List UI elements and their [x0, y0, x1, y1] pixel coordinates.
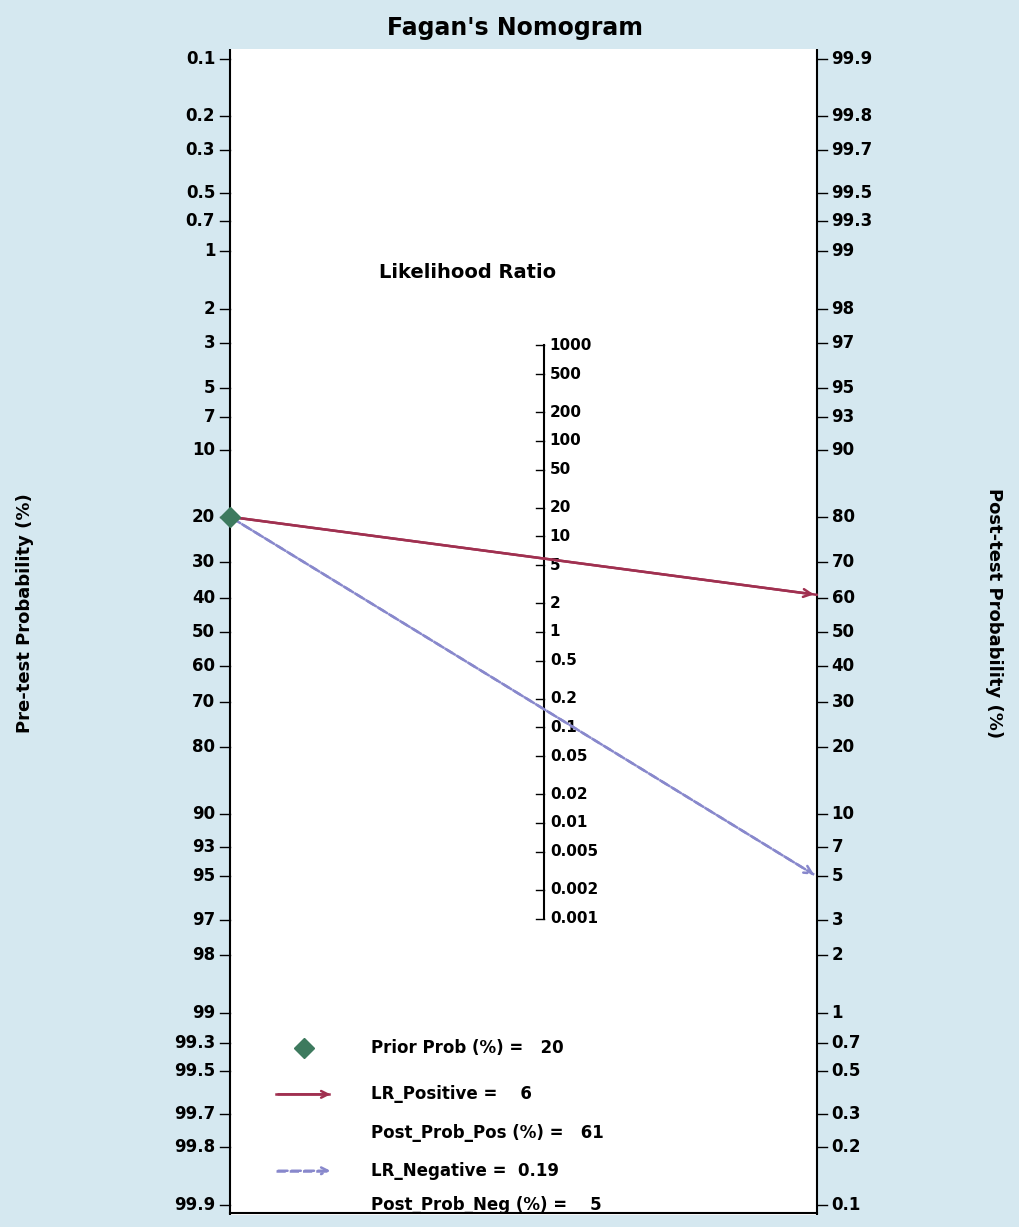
Text: 7: 7 — [204, 409, 215, 426]
Text: 100: 100 — [549, 433, 581, 448]
Text: LR_Positive =    6: LR_Positive = 6 — [370, 1086, 531, 1103]
Text: 0.3: 0.3 — [830, 1104, 860, 1123]
Text: 2: 2 — [204, 299, 215, 318]
Text: 20: 20 — [830, 737, 854, 756]
Text: 0.2: 0.2 — [830, 1139, 860, 1157]
Text: Post-test Probability (%): Post-test Probability (%) — [984, 488, 1003, 739]
Text: 500: 500 — [549, 367, 581, 382]
Title: Fagan's Nomogram: Fagan's Nomogram — [387, 16, 642, 40]
Text: 50: 50 — [549, 463, 571, 477]
Text: 99.9: 99.9 — [174, 1196, 215, 1214]
Text: 3: 3 — [830, 912, 843, 929]
Text: 20: 20 — [549, 501, 571, 515]
Text: 0.7: 0.7 — [185, 212, 215, 229]
Text: Prior Prob (%) =   20: Prior Prob (%) = 20 — [370, 1039, 562, 1058]
Text: 99.8: 99.8 — [174, 1139, 215, 1157]
Text: Post_Prob_Pos (%) =   61: Post_Prob_Pos (%) = 61 — [370, 1124, 602, 1141]
Text: 50: 50 — [830, 623, 854, 640]
Text: 1: 1 — [830, 1004, 843, 1022]
Text: 93: 93 — [192, 838, 215, 855]
Text: 0.1: 0.1 — [830, 1196, 860, 1214]
Text: 99.5: 99.5 — [174, 1063, 215, 1080]
Text: 98: 98 — [830, 299, 854, 318]
Text: 60: 60 — [830, 589, 854, 607]
Text: 99.9: 99.9 — [830, 50, 872, 67]
Text: 30: 30 — [830, 693, 854, 712]
Text: 70: 70 — [192, 693, 215, 712]
Text: 90: 90 — [830, 440, 854, 459]
Text: 90: 90 — [192, 805, 215, 823]
Text: 50: 50 — [192, 623, 215, 640]
Text: LR_Negative =  0.19: LR_Negative = 0.19 — [370, 1162, 558, 1180]
Text: 99.8: 99.8 — [830, 107, 872, 125]
Text: 95: 95 — [192, 867, 215, 885]
Text: 40: 40 — [830, 656, 854, 675]
Text: 97: 97 — [192, 912, 215, 929]
Text: 2: 2 — [549, 595, 560, 611]
Bar — [230, 49, 816, 1215]
Text: 1000: 1000 — [549, 337, 592, 353]
Text: 1: 1 — [204, 242, 215, 260]
Text: 0.2: 0.2 — [549, 691, 576, 707]
Text: 2: 2 — [830, 946, 843, 964]
Text: 0.5: 0.5 — [185, 184, 215, 201]
Text: 0.2: 0.2 — [185, 107, 215, 125]
Text: 0.7: 0.7 — [830, 1034, 860, 1052]
Text: 0.5: 0.5 — [830, 1063, 860, 1080]
Text: 97: 97 — [830, 335, 854, 352]
Text: 10: 10 — [830, 805, 854, 823]
Text: 3: 3 — [204, 335, 215, 352]
Text: 0.005: 0.005 — [549, 844, 597, 859]
Text: Post_Prob_Neg (%) =    5: Post_Prob_Neg (%) = 5 — [370, 1196, 600, 1215]
Text: 99: 99 — [192, 1004, 215, 1022]
Text: 200: 200 — [549, 405, 581, 420]
Text: 40: 40 — [192, 589, 215, 607]
Text: 80: 80 — [830, 508, 854, 526]
Text: 10: 10 — [192, 440, 215, 459]
Text: 0.01: 0.01 — [549, 816, 587, 831]
Text: 5: 5 — [204, 379, 215, 396]
Text: 7: 7 — [830, 838, 843, 855]
Text: 5: 5 — [549, 557, 559, 573]
Text: 0.1: 0.1 — [549, 720, 576, 735]
Text: 99.7: 99.7 — [830, 141, 872, 160]
Text: 99: 99 — [830, 242, 854, 260]
Text: 20: 20 — [192, 508, 215, 526]
Text: 0.05: 0.05 — [549, 748, 587, 763]
Text: 99.3: 99.3 — [830, 212, 872, 229]
Text: 0.02: 0.02 — [549, 787, 587, 801]
Text: 95: 95 — [830, 379, 854, 396]
Text: 70: 70 — [830, 552, 854, 571]
Text: 30: 30 — [192, 552, 215, 571]
Text: 0.5: 0.5 — [549, 653, 576, 669]
Text: 99.5: 99.5 — [830, 184, 872, 201]
Text: 1: 1 — [549, 625, 559, 639]
Text: Likelihood Ratio: Likelihood Ratio — [378, 263, 555, 282]
Text: 60: 60 — [192, 656, 215, 675]
Text: 80: 80 — [192, 737, 215, 756]
Text: 0.1: 0.1 — [185, 50, 215, 67]
Text: 0.3: 0.3 — [185, 141, 215, 160]
Text: 93: 93 — [830, 409, 854, 426]
Text: Pre-test Probability (%): Pre-test Probability (%) — [16, 493, 35, 734]
Text: 0.002: 0.002 — [549, 882, 597, 897]
Text: 0.001: 0.001 — [549, 910, 597, 926]
Text: 10: 10 — [549, 529, 571, 544]
Text: 99.3: 99.3 — [174, 1034, 215, 1052]
Text: 99.7: 99.7 — [174, 1104, 215, 1123]
Text: 98: 98 — [192, 946, 215, 964]
Text: 5: 5 — [830, 867, 843, 885]
